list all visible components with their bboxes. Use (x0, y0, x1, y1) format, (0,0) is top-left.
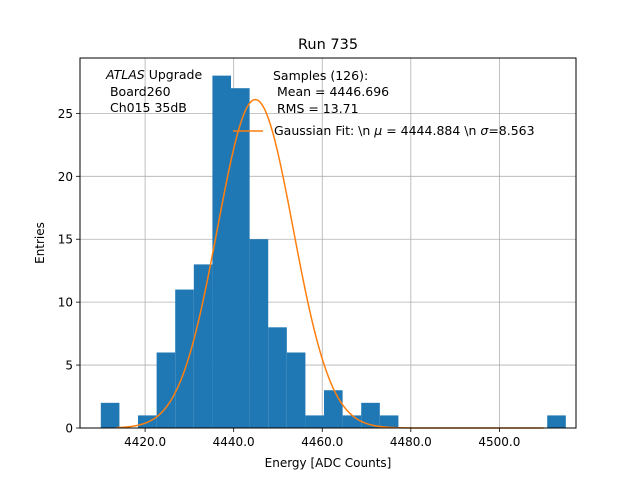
histogram-bar (547, 415, 566, 428)
histogram-bar (305, 415, 325, 428)
y-tick-label: 15 (58, 233, 73, 247)
histogram-bar (268, 327, 287, 428)
y-axis-ticks: 0 5 10 15 20 25 (58, 107, 80, 436)
x-tick-label: 4460.0 (301, 435, 343, 449)
svg-text:ATLAS Upgrade: ATLAS Upgrade (105, 67, 202, 82)
plot-frame (79, 57, 577, 429)
histogram-bar (175, 289, 194, 428)
y-tick-label: 0 (65, 422, 73, 436)
atlas-label: ATLAS (105, 67, 145, 82)
x-tick-label: 4420.0 (124, 435, 166, 449)
x-tick-label: 4440.0 (213, 435, 255, 449)
atlas-annotation: ATLAS Upgrade Board260 Ch015 35dB (105, 67, 202, 115)
bars-layer (100, 75, 566, 429)
channel-label: Ch015 35dB (106, 100, 187, 115)
x-tick-label: 4480.0 (390, 435, 432, 449)
y-tick-label: 10 (58, 296, 73, 310)
histogram-bar (342, 415, 362, 428)
histogram-bar (286, 352, 306, 428)
y-axis-label: Entries (33, 222, 47, 264)
y-tick-label: 20 (58, 170, 73, 184)
histogram-bar (249, 239, 269, 428)
samples-count-label: Samples (126): (273, 68, 368, 83)
x-axis-label: Energy [ADC Counts] (265, 456, 392, 470)
fit-mu-symbol: μ (373, 123, 382, 138)
fit-end: =8.563 (488, 123, 534, 138)
legend-fit-label: Gaussian Fit: \n μ = 4444.884 \n σ=8.563 (274, 123, 535, 138)
fit-mid: = 4444.884 \n (382, 123, 480, 138)
y-tick-label: 25 (58, 107, 73, 121)
x-tick-label: 4500.0 (478, 435, 520, 449)
upgrade-label: Upgrade (145, 67, 203, 82)
fit-sigma-symbol: σ (480, 123, 489, 138)
samples-rms-label: RMS = 13.71 (273, 101, 359, 116)
histogram-bar (100, 402, 120, 428)
histogram-bar (324, 390, 343, 428)
x-axis-ticks: 4420.0 4440.0 4460.0 4480.0 4500.0 (124, 428, 520, 449)
fit-prefix: Gaussian Fit: \n (274, 123, 374, 138)
y-tick-label: 5 (65, 359, 73, 373)
samples-mean-label: Mean = 4446.696 (273, 84, 389, 99)
legend: Samples (126): Mean = 4446.696 RMS = 13.… (233, 68, 535, 138)
histogram-bar (379, 415, 399, 428)
histogram-bar (361, 402, 380, 428)
chart-title: Run 735 (298, 37, 358, 53)
histogram-bar (231, 88, 250, 429)
histogram-bar (156, 352, 176, 428)
histogram-bar (212, 75, 232, 428)
histogram-bar (193, 264, 213, 428)
board-label: Board260 (106, 84, 171, 99)
